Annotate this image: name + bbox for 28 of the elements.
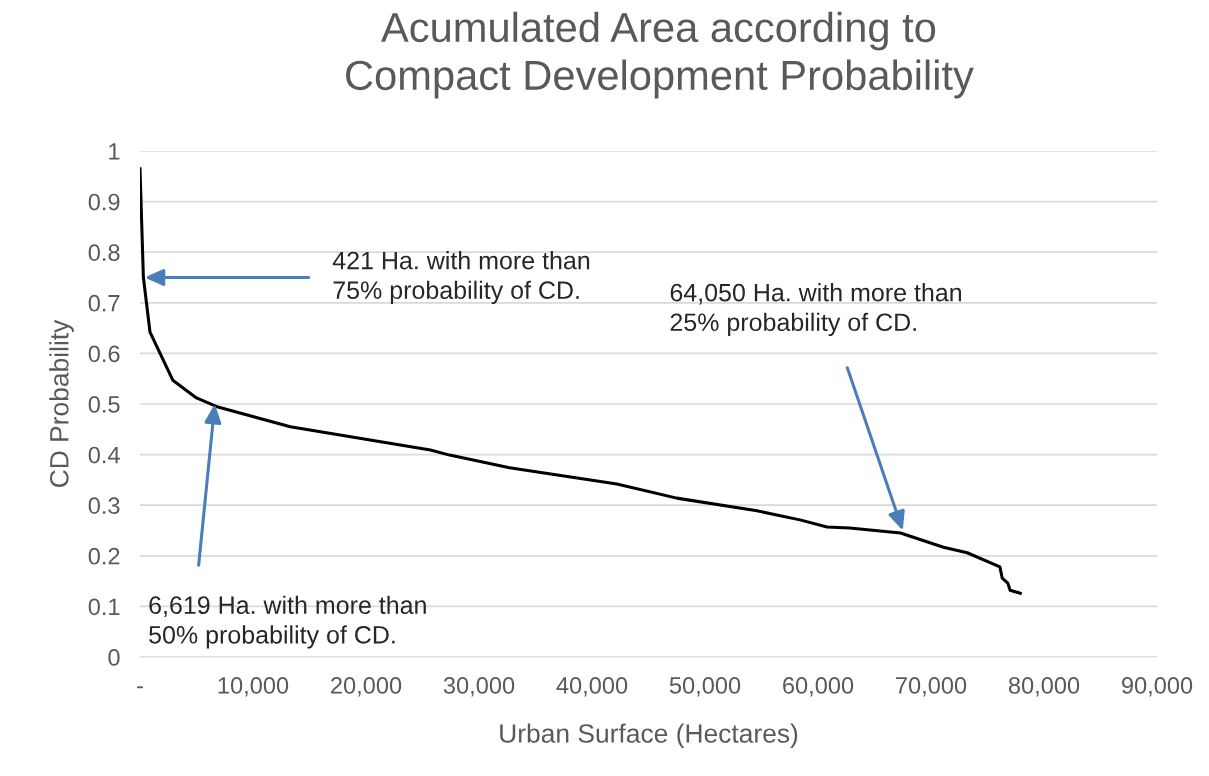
y-tick-label: 1 [109,143,120,160]
y-tick-label: 0.7 [88,294,120,312]
x-tick-label: 80,000 [1008,677,1080,697]
y-axis-title: CD Probability [49,319,74,487]
line-series [140,167,1022,595]
y-tick-label: 0.1 [88,598,120,616]
x-tick-label: 60,000 [783,677,854,697]
x-tick-label: - [137,686,143,689]
x-tick-label: 40,000 [556,677,628,697]
x-tick-label: 50,000 [669,677,741,697]
x-tick-label: 30,000 [443,677,515,697]
y-tick-label: 0.3 [88,497,120,514]
y-tick-label: 0.6 [88,345,120,363]
annotation: 6,619 Ha. with more than 50% probability of CD. [149,595,426,649]
y-tick-label: 0.2 [88,547,120,565]
annotation: 64,050 Ha. with more than 25% probability of CD. [670,283,962,337]
y-tick-label: 0.9 [88,193,120,211]
x-tick-label: 70,000 [896,677,967,697]
x-tick-label: 90,000 [1122,677,1193,697]
x-tick-label: 10,000 [218,677,289,697]
y-tick-label: 0.5 [88,396,120,413]
x-tick-label: 20,000 [331,677,402,697]
y-tick-label: 0 [108,649,120,666]
chart-title: Acumulated Area according to Compact Development Probability [346,11,974,99]
annotation: 421 Ha. with more than 75% probability of CD. [332,251,590,304]
y-tick-label: 0.4 [88,446,120,464]
y-tick-label: 0.8 [88,244,120,261]
x-axis-title: Urban Surface (Hectares) [500,723,798,749]
